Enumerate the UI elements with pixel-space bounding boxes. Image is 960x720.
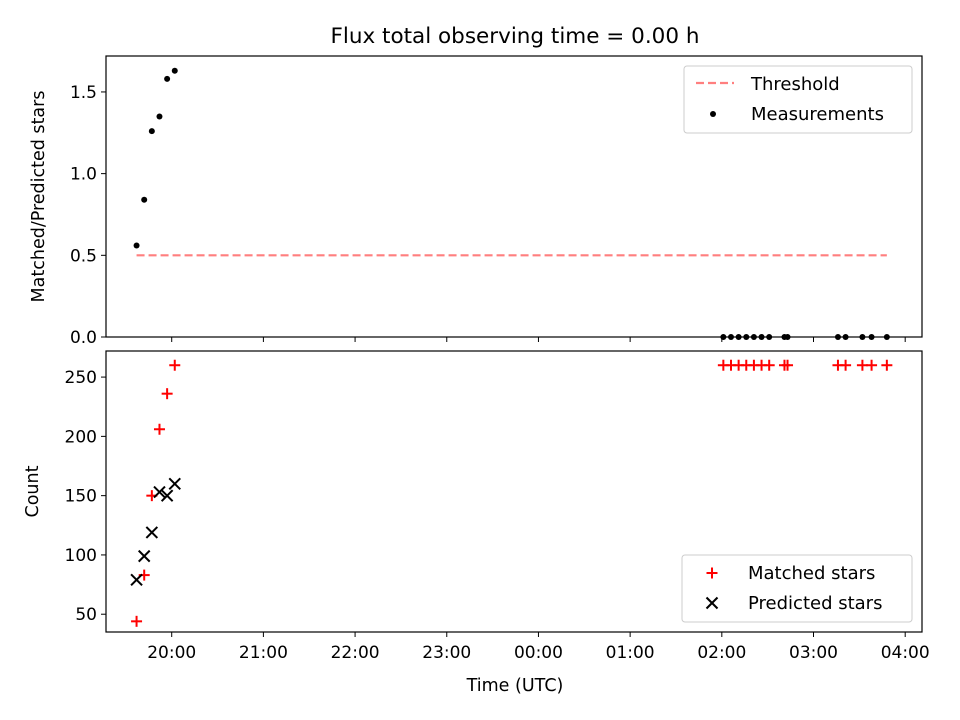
x-tick-label: 23:00 [422,643,471,663]
matched-star-point [169,359,181,371]
predicted-star-point [130,573,143,587]
y-tick-label-2: 250 [65,368,97,388]
matched-star-point [161,388,173,400]
measurement-point [766,334,773,340]
legend-matched-label: Matched stars [748,563,875,584]
x-tick-label: 02:00 [697,643,746,663]
axes-frame-2 [105,350,923,633]
y-tick-label-2: 150 [65,487,97,507]
legend-box-top [683,65,913,134]
measurement-point [141,196,148,203]
x-tick-label: 01:00 [606,643,655,663]
x-tick-label: 22:00 [331,643,380,663]
x-tick-label: 20:00 [147,643,196,663]
legend-predicted-label: Predicted stars [748,593,882,614]
matched-star-point [131,615,143,627]
legend-measurements-label: Measurements [751,104,884,125]
measurement-point [156,113,163,120]
x-tick-label: 21:00 [239,643,288,663]
y-tick-label-1: 1.5 [70,83,97,103]
measurement-point [735,334,742,340]
predicted-marker-b [137,549,151,563]
legend-predicted-swatch [705,596,719,610]
y-axis-label-2: Count [23,465,43,517]
measurement-point [743,334,750,340]
y-tick-label-2: 50 [75,605,97,625]
measurement-point [758,334,765,340]
legend-threshold-label: Threshold [750,74,840,95]
x-tick-label: 03:00 [789,643,838,663]
predicted-star-point [137,549,151,563]
measurement-point [842,334,849,340]
measurement-point [883,334,890,340]
predicted-star-point [168,477,181,491]
y-tick-label-1: 0.5 [70,246,97,266]
matched-star-point [881,359,893,371]
measurement-point [148,128,155,135]
matched-star-point [866,359,878,371]
measurement-point [859,334,866,340]
measurement-point [727,334,734,340]
x-tick-label: 04:00 [881,643,930,663]
matched-star-point [840,359,852,371]
measurement-point [171,67,178,74]
measurement-point [133,242,140,249]
y-tick-label-1: 1.0 [70,165,97,185]
chart-title: Flux total observing time = 0.00 h [331,24,700,49]
predicted-star-point [153,485,166,499]
measurement-point [784,334,791,340]
y-tick-label-2: 100 [65,546,97,566]
measurement-point [750,334,757,340]
x-axis-label: Time (UTC) [466,676,564,696]
y-axis-label-1: Matched/Predicted stars [29,91,49,303]
predicted-marker-b [130,573,143,587]
predicted-marker-b [168,477,181,491]
y-tick-label-1: 0.0 [70,328,97,348]
measurement-point [868,334,875,340]
x-tick-label: 00:00 [514,643,563,663]
matched-star-point [763,359,775,371]
axes-frame-1 [105,55,923,338]
legend-box-bottom [681,554,913,623]
predicted-star-point [160,489,174,502]
predicted-marker-b [160,489,174,502]
measurement-point [834,334,841,340]
measurement-point [720,334,727,340]
matched-star-point [153,423,165,435]
matched-star-point [782,359,794,371]
legend-measurements-swatch [710,111,716,117]
y-tick-label-2: 200 [65,427,97,447]
predicted-marker-b [153,485,166,499]
predicted-marker-b [145,526,159,539]
matched-star-point [856,359,868,371]
predicted-star-point [145,526,159,539]
measurement-point [164,75,171,82]
